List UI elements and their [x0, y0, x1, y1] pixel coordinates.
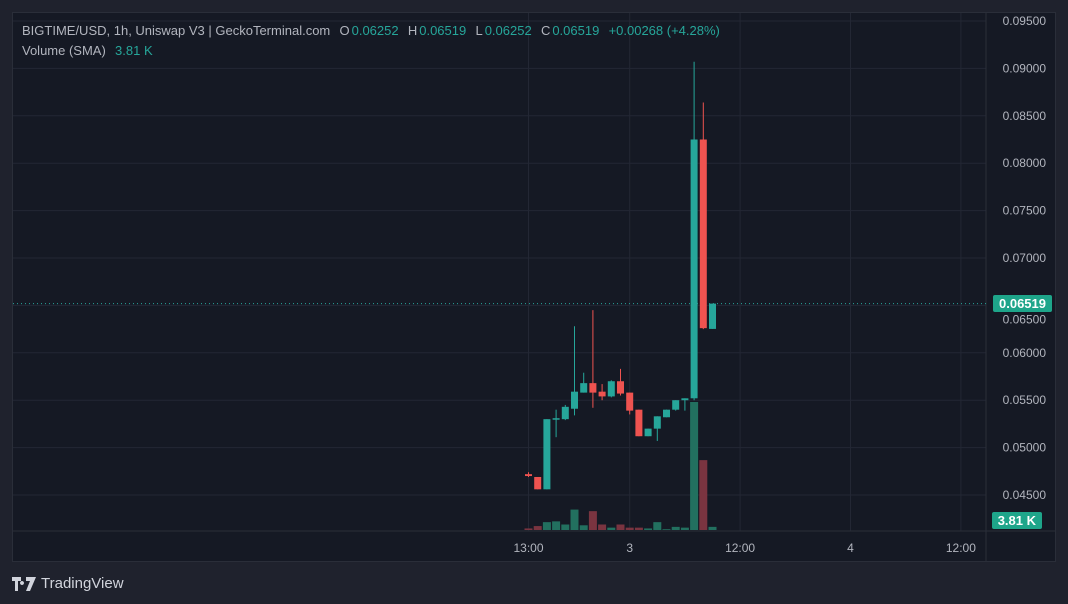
volume-badge: 3.81 K [991, 512, 1042, 529]
volume-bar [598, 524, 607, 530]
price-tick-label: 0.05500 [1003, 393, 1047, 407]
change-value: +0.00268 (+4.28%) [608, 23, 720, 38]
time-tick-label: 13:00 [513, 541, 543, 555]
volume-bar [653, 522, 662, 530]
price-tick-label: 0.08000 [1003, 156, 1047, 170]
candle-up [552, 418, 560, 420]
tradingview-logo[interactable]: TradingView [12, 575, 124, 592]
volume-bar [561, 524, 570, 530]
time-tick-label: 12:00 [725, 541, 755, 555]
candle-up [580, 383, 588, 393]
volume-bar [671, 526, 680, 530]
volume-bar [542, 522, 551, 530]
candle-down [598, 391, 606, 397]
candle-up [644, 428, 652, 437]
tradingview-label: TradingView [41, 575, 124, 592]
low-label: L [475, 23, 483, 38]
volume-label: Volume (SMA) [22, 43, 106, 58]
candle-down [525, 474, 532, 477]
price-tick-label: 0.07000 [1003, 251, 1047, 265]
high-label: H [407, 23, 418, 38]
candle-up [653, 416, 661, 429]
open-label: O [339, 23, 350, 38]
candle-down [699, 139, 707, 329]
volume-bar [680, 527, 689, 530]
tradingview-logo-icon [12, 576, 36, 591]
volume-bar [662, 529, 671, 530]
candle-up [709, 303, 716, 329]
volume-bar [634, 527, 643, 530]
last-price-badge: 0.06519 [993, 295, 1052, 312]
candle-down [626, 392, 634, 411]
symbol-title: BIGTIME/USD, 1h, Uniswap V3 | GeckoTermi… [22, 23, 331, 38]
volume-bar [699, 460, 708, 530]
price-tick-label: 0.07500 [1003, 204, 1047, 218]
high-value: 0.06519 [419, 23, 467, 38]
volume-bar [570, 509, 579, 530]
candle-up [672, 400, 680, 410]
volume-bar [625, 527, 634, 530]
candle-up [571, 391, 578, 409]
volume-bar [690, 402, 699, 530]
candle-down [534, 476, 542, 490]
candle-up [690, 139, 698, 399]
candle-down [589, 383, 597, 393]
price-tick-label: 0.04500 [1003, 488, 1047, 502]
volume-bar [588, 511, 597, 530]
open-value: 0.06252 [351, 23, 399, 38]
price-tick-label: 0.05000 [1003, 441, 1047, 455]
close-value: 0.06519 [552, 23, 600, 38]
time-tick-label: 3 [626, 541, 633, 555]
chart-panel[interactable] [12, 12, 1056, 562]
price-tick-label: 0.09500 [1003, 14, 1047, 28]
volume-bar [533, 526, 542, 530]
price-tick-label: 0.06500 [1003, 313, 1047, 327]
time-tick-label: 12:00 [946, 541, 976, 555]
candle-up [607, 381, 615, 397]
volume-bar [524, 528, 533, 530]
volume-bar [616, 524, 625, 530]
candle-up [663, 409, 670, 418]
candle-up [561, 406, 569, 420]
candle-down [635, 409, 643, 437]
price-tick-label: 0.08500 [1003, 109, 1047, 123]
candle-up [681, 398, 689, 401]
volume-bar [644, 528, 653, 530]
volume-bar [607, 527, 616, 530]
volume-legend: Volume (SMA) 3.81 K [22, 43, 155, 58]
volume-bar [552, 521, 561, 530]
price-tick-label: 0.09000 [1003, 61, 1047, 75]
time-tick-label: 4 [847, 541, 854, 555]
close-label: C [540, 23, 551, 38]
candle-down [617, 381, 624, 394]
candle-up [543, 419, 551, 490]
price-tick-label: 0.06000 [1003, 346, 1047, 360]
ohlc-legend: BIGTIME/USD, 1h, Uniswap V3 | GeckoTermi… [22, 23, 722, 38]
low-value: 0.06252 [484, 23, 532, 38]
volume-bar [579, 525, 588, 530]
volume-value: 3.81 K [115, 43, 153, 58]
volume-bar [708, 526, 717, 530]
